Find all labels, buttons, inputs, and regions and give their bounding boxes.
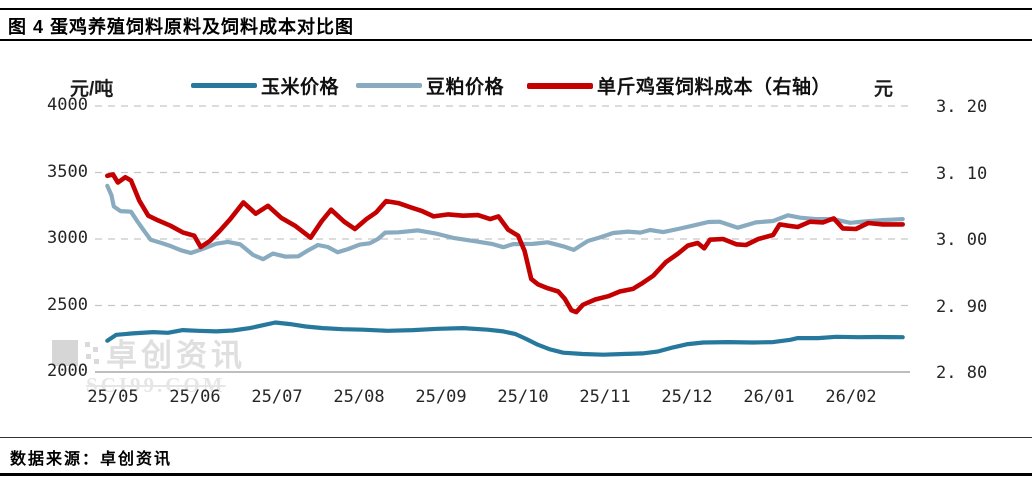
soybean-meal-line-swatch-icon [356, 83, 422, 88]
x-axis-tick: 26/02 [825, 387, 877, 407]
right-axis-tick: 3. 00 [936, 230, 988, 250]
top-divider [0, 8, 1032, 10]
bottom-divider [0, 473, 1032, 476]
series-line-2 [105, 172, 906, 315]
x-axis-tick: 25/11 [579, 387, 631, 407]
watermark-logo-icon [52, 339, 78, 366]
left-axis-unit-label: 元/吨 [70, 79, 114, 100]
footer-divider [0, 437, 1032, 438]
series-line-1 [105, 183, 905, 262]
watermark-site: SCI99.COM [86, 373, 226, 397]
page-title: 图 4 蛋鸡养殖饲料原料及饲料成本对比图 [8, 17, 355, 37]
left-axis-tick: 2000 [47, 361, 88, 381]
legend-item-feed-cost: 单斤鸡蛋饲料成本（右轴） [527, 72, 831, 99]
legend-item-corn: 玉米价格 [191, 72, 339, 99]
x-axis-tick: 26/01 [743, 387, 795, 407]
right-axis-tick: 2. 80 [936, 363, 988, 383]
data-source-note: 数据来源：卓创资讯 [10, 451, 173, 468]
x-axis-tick: 25/05 [87, 387, 139, 407]
x-axis-tick: 25/10 [497, 387, 549, 407]
x-axis-tick: 25/12 [661, 387, 713, 407]
right-axis-tick: 3. 10 [936, 163, 988, 184]
legend-label-feed-cost: 单斤鸡蛋饲料成本（右轴） [597, 77, 832, 98]
right-axis-tick: 3. 20 [936, 97, 988, 117]
watermark-name: 卓创资讯 [106, 338, 246, 373]
feed-cost-line-swatch-icon [527, 82, 593, 89]
x-axis-tick: 25/08 [333, 387, 385, 407]
watermark-dots-icon [84, 340, 100, 366]
corn-line-swatch-icon [191, 83, 257, 88]
legend-label-corn: 玉米价格 [261, 77, 340, 98]
left-axis-tick: 3000 [47, 228, 88, 248]
x-axis-tick: 25/06 [169, 387, 221, 407]
x-axis-tick: 25/09 [415, 387, 467, 407]
title-divider [0, 39, 1032, 41]
legend-label-soybean-meal: 豆粕价格 [426, 77, 505, 98]
right-axis-unit-label: 元 [874, 79, 894, 100]
left-axis-tick: 4000 [47, 95, 88, 115]
right-axis-tick: 2. 90 [936, 296, 988, 317]
left-axis-tick: 2500 [47, 294, 88, 315]
legend-item-soybean-meal: 豆粕价格 [356, 72, 504, 99]
x-axis-tick: 25/07 [251, 387, 303, 407]
left-axis-tick: 3500 [47, 161, 88, 182]
